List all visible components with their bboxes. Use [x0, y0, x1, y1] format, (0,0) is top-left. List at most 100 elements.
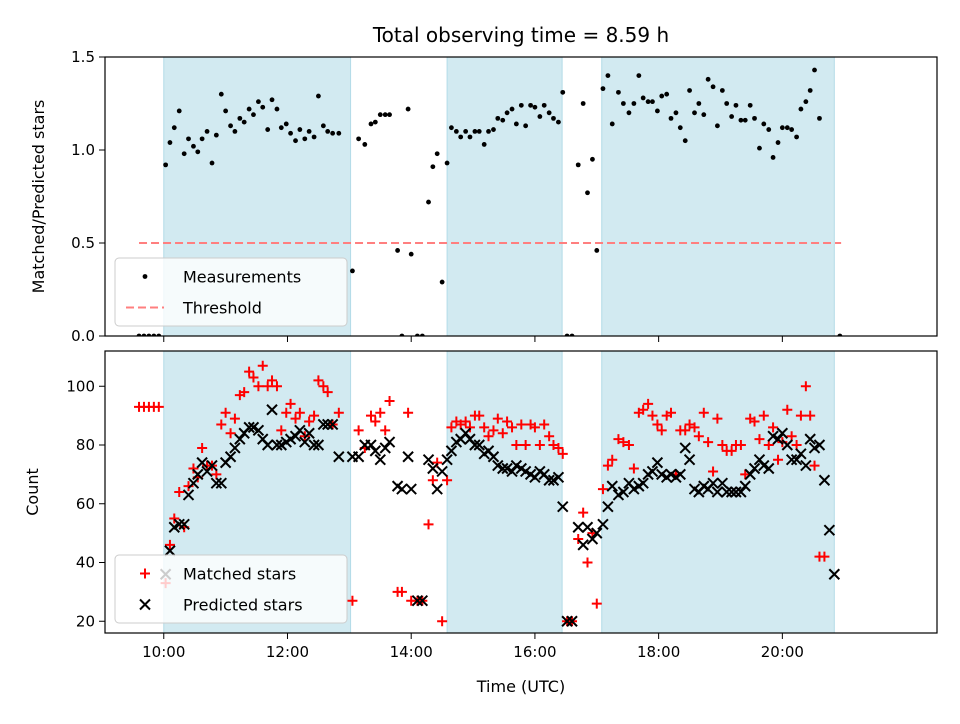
- dot-point: [382, 112, 388, 118]
- dot-point: [204, 129, 210, 134]
- dot-point: [176, 108, 182, 114]
- plus-point: [553, 442, 564, 453]
- plus-point: [638, 404, 649, 415]
- plus-point: [267, 375, 278, 386]
- dot-point: [513, 121, 519, 127]
- counts-y-axis-label: Count: [23, 468, 42, 516]
- dot-point: [551, 115, 556, 121]
- dot-point: [733, 102, 739, 108]
- x-point: [196, 456, 208, 469]
- x-point: [252, 424, 265, 437]
- plus-point: [446, 422, 457, 433]
- plus-point: [322, 387, 333, 398]
- x-point: [436, 465, 448, 478]
- dot-point: [449, 125, 454, 131]
- plus-point: [197, 442, 208, 453]
- dot-point: [518, 102, 524, 108]
- dot-point: [246, 106, 252, 112]
- plus-point: [708, 466, 719, 477]
- x-point: [566, 615, 578, 627]
- dot-point: [241, 119, 247, 125]
- dot-point: [541, 102, 547, 108]
- dot-point: [696, 101, 702, 106]
- dot-point: [232, 129, 238, 134]
- plus-point: [375, 407, 386, 418]
- plus-point: [680, 425, 691, 436]
- dot-point: [186, 136, 191, 142]
- dot-point: [715, 123, 720, 129]
- x-point: [804, 433, 816, 445]
- plus-point: [768, 422, 779, 433]
- x-point: [173, 518, 185, 531]
- plus-point: [460, 416, 471, 427]
- dot-point: [682, 138, 688, 144]
- plus-point: [602, 460, 613, 471]
- count-panel: 20 40 60 80 100 10:00 12:00 14:00 16:00 18:00 20:0…: [23, 350, 938, 661]
- plus-point: [432, 457, 443, 468]
- x-point: [294, 424, 306, 437]
- x-point: [178, 518, 190, 531]
- dot-point: [575, 162, 581, 168]
- x-tick-label: 18:00: [637, 643, 680, 661]
- dot-point: [350, 268, 355, 274]
- plus-point: [666, 407, 677, 418]
- plus-point: [717, 440, 728, 450]
- x-point: [317, 418, 330, 431]
- plus-point: [497, 428, 508, 439]
- plus-point: [309, 410, 320, 421]
- x-point: [473, 439, 485, 451]
- dot-point: [491, 127, 496, 132]
- plus-point: [591, 598, 602, 609]
- plus-point: [479, 422, 490, 433]
- plus-point: [370, 416, 381, 427]
- x-point: [365, 439, 377, 451]
- dot-point: [167, 140, 173, 145]
- plus-point: [754, 434, 765, 445]
- plus-point: [800, 381, 811, 392]
- plus-point: [502, 416, 513, 427]
- plus-point: [380, 425, 391, 436]
- dot-point: [770, 155, 776, 160]
- x-point: [781, 439, 794, 451]
- x-point: [234, 433, 246, 445]
- dot-point: [761, 121, 767, 127]
- x-point: [299, 436, 311, 448]
- dot-point: [251, 112, 256, 118]
- dot-point: [472, 129, 478, 134]
- dot-point: [729, 114, 735, 119]
- dot-point: [600, 86, 606, 92]
- plus-point: [795, 410, 806, 421]
- ratio-frame: [104, 56, 938, 337]
- y-tick-label: 80: [76, 436, 95, 454]
- dot-point: [306, 129, 312, 134]
- counts-frame: [104, 350, 938, 634]
- plus-point: [643, 398, 654, 409]
- dot-point: [523, 123, 529, 129]
- x-point: [266, 404, 278, 416]
- x-point: [823, 524, 836, 536]
- dot-point: [288, 130, 293, 136]
- dot-point: [265, 127, 271, 132]
- plus-point: [285, 398, 296, 409]
- x-point: [441, 453, 453, 466]
- dot-point: [636, 73, 642, 78]
- dot-point: [631, 101, 637, 106]
- x-tick-label: 14:00: [390, 643, 433, 661]
- dot-point: [181, 151, 187, 157]
- x-point: [206, 459, 218, 472]
- x-point: [586, 533, 599, 545]
- x-point: [674, 468, 686, 481]
- counts-legend: Matched stars Predicted stars: [114, 554, 348, 624]
- plus-point: [403, 407, 414, 418]
- x-point: [597, 518, 609, 531]
- dot-point: [356, 136, 362, 142]
- x-point: [459, 427, 472, 439]
- x-point: [577, 539, 589, 551]
- plus-point: [628, 463, 639, 474]
- plus-point: [244, 366, 255, 377]
- dot-point: [223, 108, 229, 114]
- dot-point: [481, 142, 487, 147]
- plus-point: [153, 401, 164, 412]
- plus-point: [437, 616, 448, 627]
